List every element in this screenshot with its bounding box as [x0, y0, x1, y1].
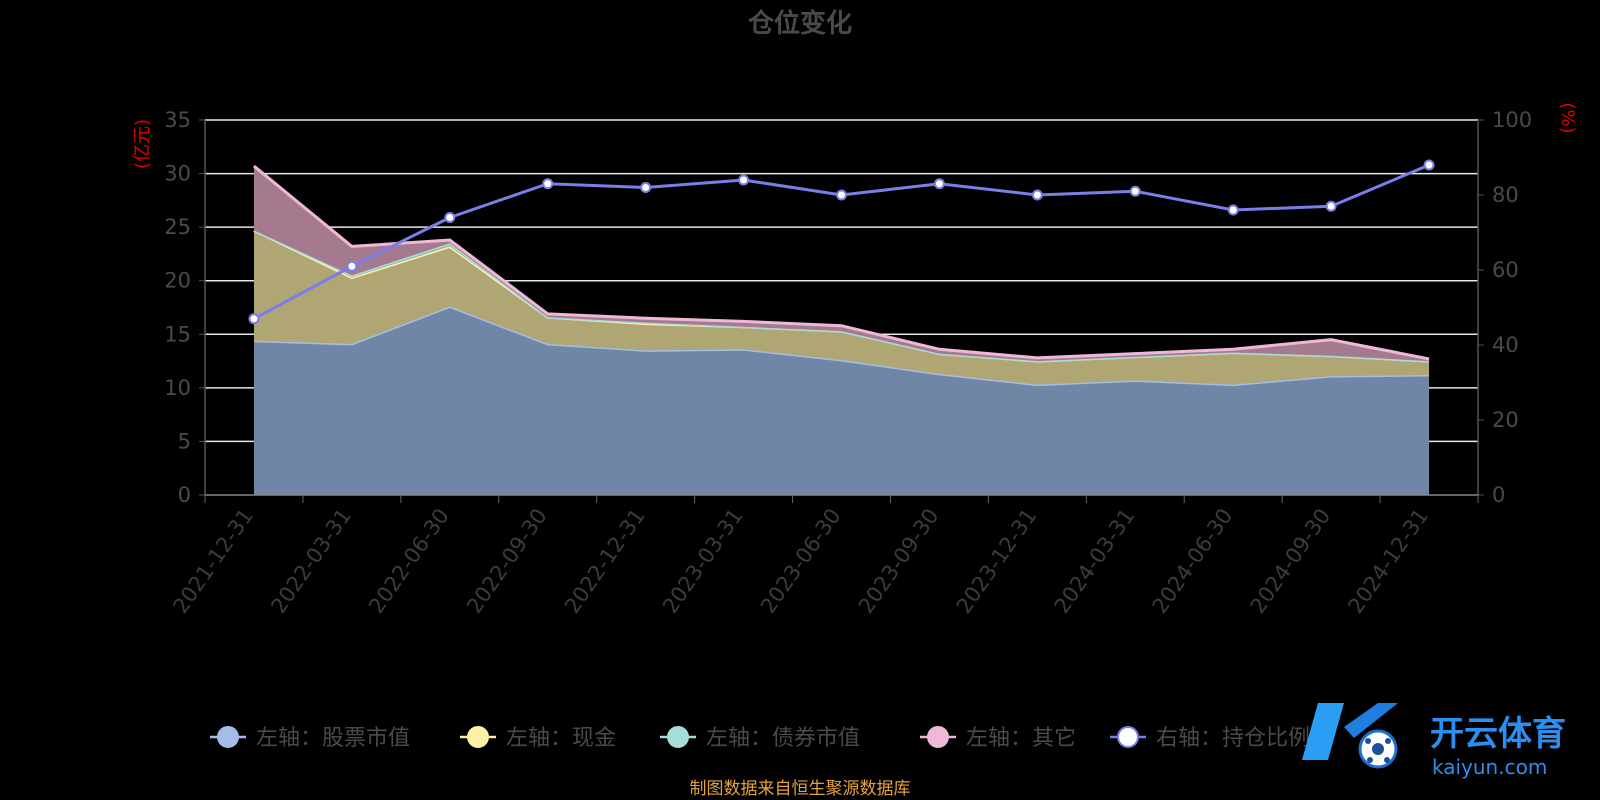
ratio-point: [1227, 204, 1239, 216]
x-tick-label: 2024-09-30: [1246, 504, 1336, 618]
ratio-point: [1325, 200, 1337, 212]
ratio-point: [1423, 159, 1435, 171]
area-series-0: [253, 306, 1430, 495]
legend-label-3: 左轴：其它: [966, 726, 1076, 751]
legend-marker-0: [217, 726, 239, 748]
ratio-point: [248, 313, 260, 325]
right-tick-label: 80: [1492, 183, 1519, 207]
x-tick-label: 2024-03-31: [1050, 504, 1140, 618]
right-tick-label: 0: [1492, 483, 1505, 507]
legend-marker-4: [1117, 726, 1139, 748]
area-series: [253, 164, 1430, 495]
source-note: 制图数据来自恒生聚源数据库: [690, 779, 911, 799]
area-series-1: [253, 230, 1430, 385]
left-tick-label: 25: [164, 215, 191, 239]
left-tick-label: 15: [164, 322, 191, 346]
ratio-point: [444, 212, 456, 223]
legend-label-2: 左轴：债券市值: [706, 726, 860, 751]
ratio-point: [640, 182, 652, 193]
x-tick-label: 2022-12-31: [560, 504, 650, 618]
ratio-point: [1031, 189, 1043, 201]
ratio-point: [933, 178, 945, 190]
ratio-point: [836, 189, 847, 201]
right-tick-label: 20: [1492, 408, 1519, 432]
x-tick-label: 2023-06-30: [756, 504, 846, 618]
left-tick-label: 20: [164, 269, 191, 293]
ratio-point: [346, 260, 358, 272]
x-tick-label: 2023-09-30: [854, 504, 944, 618]
chart-title: 仓位变化: [747, 8, 852, 39]
x-tick-label: 2021-12-31: [168, 504, 258, 618]
left-tick-label: 10: [164, 376, 191, 400]
brand-domain: kaiyun.com: [1432, 755, 1547, 779]
left-axis-unit: (亿元): [132, 119, 153, 169]
ratio-line: [248, 159, 1435, 325]
x-tick-label: 2022-09-30: [462, 504, 552, 618]
legend-marker-2: [667, 726, 689, 748]
brand-name: 开云体育: [1430, 714, 1566, 754]
right-tick-label: 60: [1492, 258, 1519, 282]
x-tick-label: 2023-12-31: [952, 504, 1042, 618]
left-tick-label: 30: [164, 162, 191, 186]
ratio-point: [738, 174, 750, 186]
right-axis-unit: (%): [1557, 102, 1578, 133]
legend-label-4: 右轴：持仓比例: [1156, 726, 1310, 751]
area-series-line-3: [253, 164, 1430, 361]
x-tick-label: 2024-06-30: [1148, 504, 1238, 618]
left-tick-label: 0: [178, 483, 191, 507]
brand-logo: 开云体育 kaiyun.com: [1302, 703, 1566, 779]
ratio-point: [542, 178, 554, 190]
left-tick-label: 35: [164, 108, 191, 132]
right-tick-label: 100: [1492, 108, 1532, 132]
legend-marker-3: [927, 726, 949, 748]
left-tick-label: 5: [178, 429, 191, 453]
ratio-point: [1129, 185, 1141, 197]
x-tick-label: 2022-06-30: [364, 504, 454, 618]
right-tick-label: 40: [1492, 333, 1519, 357]
legend: 左轴：股票市值 左轴：现金 左轴：债券市值 左轴：其它 右轴：持仓比例: [210, 726, 1310, 751]
legend-label-0: 左轴：股票市值: [256, 726, 410, 751]
x-tick-label: 2024-12-31: [1343, 504, 1433, 618]
k-logo-icon: [1302, 703, 1398, 769]
legend-marker-1: [467, 726, 489, 748]
legend-label-1: 左轴：现金: [506, 726, 616, 751]
x-tick-label: 2022-03-31: [266, 504, 356, 618]
x-tick-label: 2023-03-31: [658, 504, 748, 618]
